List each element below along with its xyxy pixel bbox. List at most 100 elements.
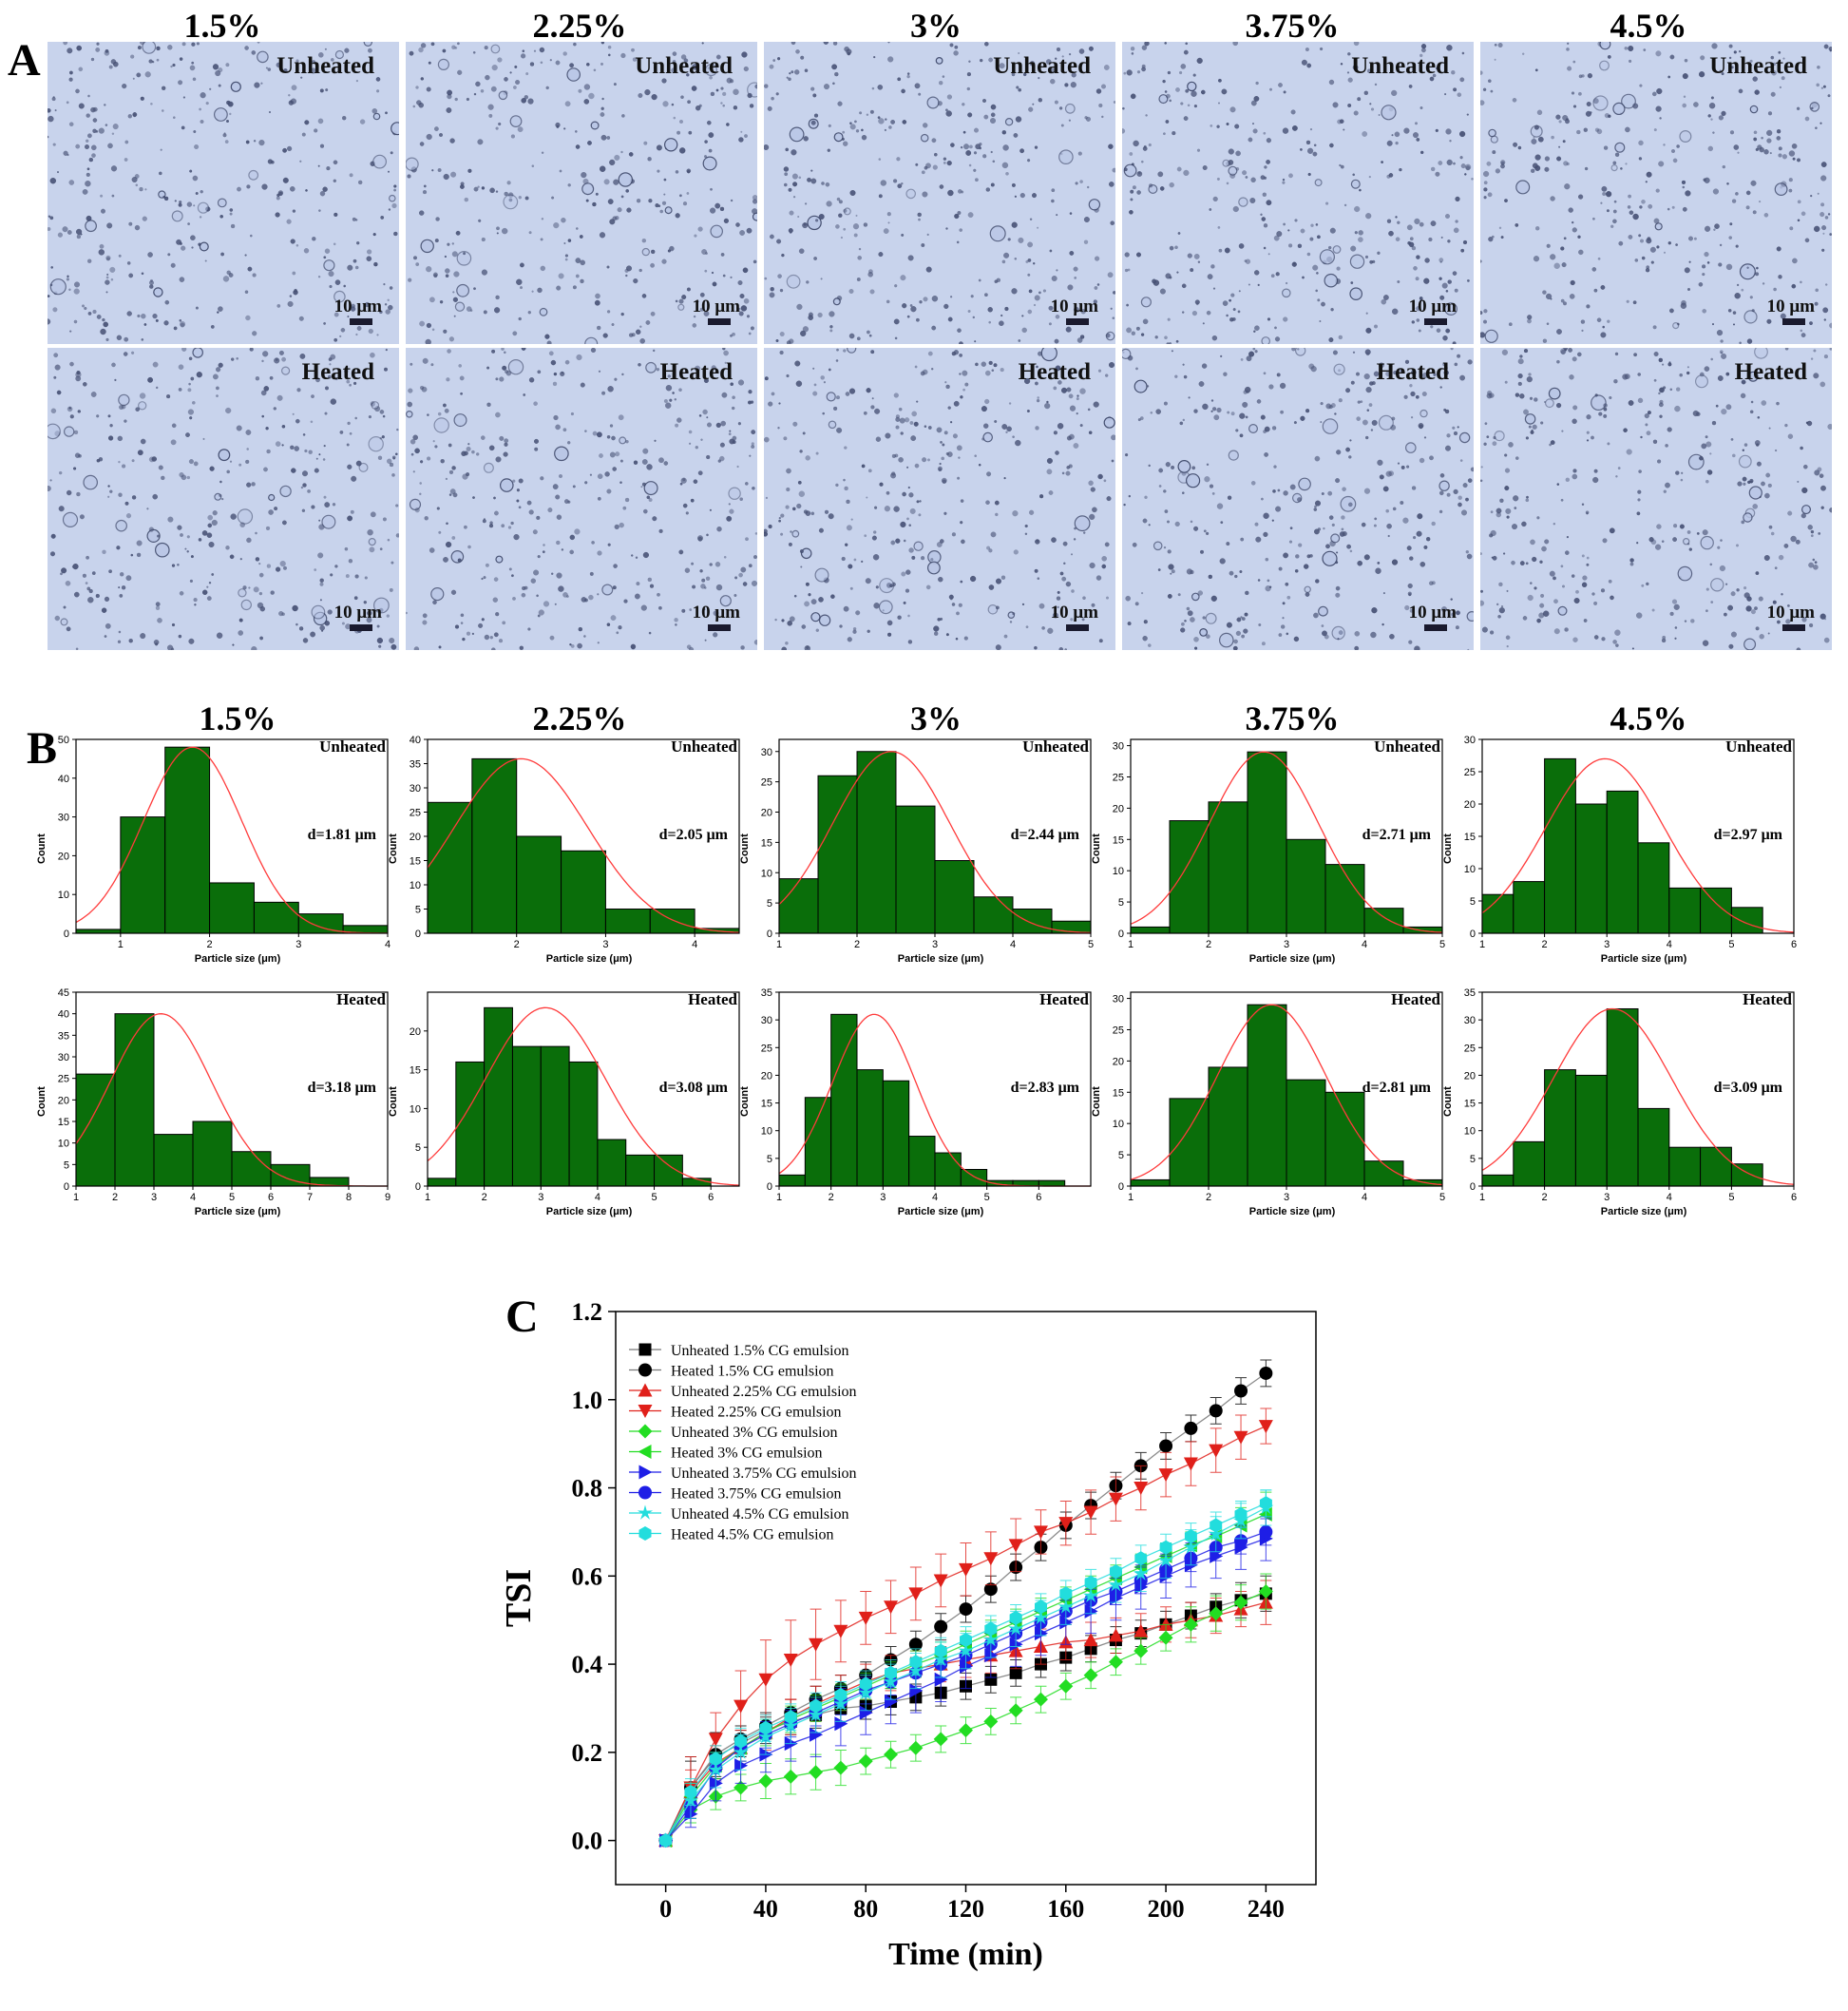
droplet bbox=[564, 359, 570, 365]
y-tick-label: 10 bbox=[1113, 866, 1124, 877]
x-tick-label: 2 bbox=[854, 939, 860, 950]
droplet bbox=[1506, 645, 1509, 648]
droplet bbox=[1362, 131, 1368, 137]
droplet bbox=[658, 528, 663, 533]
y-tick-label: 10 bbox=[58, 1139, 69, 1150]
droplet bbox=[844, 46, 849, 52]
droplet bbox=[86, 113, 90, 118]
histogram-bar bbox=[192, 1120, 233, 1187]
data-point bbox=[758, 1773, 773, 1789]
droplet bbox=[502, 621, 506, 625]
droplet bbox=[599, 232, 606, 239]
droplet bbox=[1667, 75, 1671, 79]
droplet bbox=[793, 594, 797, 598]
histogram-bar bbox=[856, 1069, 884, 1187]
droplet bbox=[1400, 368, 1404, 373]
droplet bbox=[1449, 139, 1452, 143]
histogram-bar bbox=[427, 1178, 457, 1187]
droplet bbox=[1309, 554, 1313, 558]
droplet bbox=[734, 576, 738, 580]
droplet bbox=[1572, 418, 1577, 425]
droplet bbox=[704, 155, 708, 159]
droplet bbox=[127, 114, 133, 119]
droplet bbox=[580, 382, 585, 388]
droplet bbox=[590, 121, 600, 130]
droplet bbox=[1482, 87, 1487, 91]
droplet bbox=[692, 64, 698, 70]
droplet bbox=[310, 631, 315, 638]
droplet bbox=[225, 63, 230, 67]
droplet bbox=[907, 486, 910, 489]
data-point bbox=[909, 1655, 923, 1670]
data-point bbox=[859, 1676, 872, 1692]
droplet bbox=[478, 219, 482, 222]
droplet bbox=[1300, 228, 1305, 234]
droplet bbox=[312, 60, 316, 65]
droplet bbox=[107, 485, 110, 488]
droplet bbox=[1809, 622, 1814, 628]
droplet bbox=[640, 486, 643, 488]
droplet bbox=[1455, 196, 1460, 202]
droplet bbox=[1282, 181, 1286, 184]
scale-bar-label: 10 μm bbox=[1766, 297, 1815, 316]
droplet bbox=[981, 99, 986, 104]
droplet bbox=[222, 276, 230, 282]
droplet bbox=[1820, 202, 1825, 207]
droplet bbox=[1480, 479, 1483, 483]
droplet bbox=[1347, 77, 1353, 83]
droplet bbox=[533, 401, 538, 407]
droplet bbox=[219, 480, 222, 484]
droplet bbox=[1293, 636, 1300, 642]
histogram-bar bbox=[75, 929, 122, 934]
histogram-bar bbox=[1247, 751, 1287, 934]
droplet bbox=[207, 514, 213, 521]
y-tick-label: 0 bbox=[767, 929, 772, 940]
droplet bbox=[1008, 402, 1012, 405]
y-tick-label: 20 bbox=[1113, 1056, 1124, 1067]
droplet bbox=[1131, 52, 1134, 55]
droplet bbox=[1073, 538, 1076, 541]
droplet bbox=[1272, 489, 1276, 493]
droplet bbox=[1037, 396, 1040, 399]
droplet bbox=[1675, 470, 1680, 475]
droplet bbox=[372, 233, 376, 237]
droplet bbox=[786, 487, 791, 492]
droplet bbox=[1182, 491, 1185, 494]
droplet bbox=[1531, 138, 1537, 144]
droplet bbox=[1629, 562, 1634, 566]
droplet bbox=[1494, 43, 1497, 47]
droplet bbox=[466, 631, 471, 636]
droplet bbox=[1016, 86, 1019, 89]
droplet bbox=[508, 567, 512, 571]
y-tick-label: 0.6 bbox=[572, 1562, 603, 1590]
droplet bbox=[1498, 226, 1502, 230]
data-point bbox=[1159, 1439, 1173, 1453]
droplet bbox=[937, 466, 943, 471]
droplet bbox=[1535, 226, 1540, 231]
droplet bbox=[1315, 579, 1320, 584]
droplet bbox=[92, 118, 98, 123]
droplet bbox=[1558, 145, 1561, 148]
droplet bbox=[879, 482, 884, 487]
droplet bbox=[609, 451, 616, 458]
droplet bbox=[1700, 55, 1705, 61]
droplet bbox=[1499, 498, 1504, 504]
droplet bbox=[1457, 92, 1462, 98]
droplet bbox=[61, 567, 67, 574]
legend-entry: Unheated 1.5% CG emulsion bbox=[671, 1343, 849, 1359]
data-point bbox=[983, 1714, 999, 1729]
droplet bbox=[1261, 642, 1266, 646]
droplet bbox=[385, 348, 388, 352]
droplet bbox=[1249, 197, 1256, 203]
droplet bbox=[802, 326, 810, 333]
droplet bbox=[1322, 418, 1339, 434]
droplet bbox=[1817, 65, 1820, 69]
droplet bbox=[191, 61, 195, 65]
droplet bbox=[75, 144, 81, 149]
droplet bbox=[667, 374, 671, 378]
droplet bbox=[1236, 617, 1242, 622]
droplet bbox=[1228, 165, 1238, 176]
droplet bbox=[317, 552, 324, 559]
droplet bbox=[1122, 128, 1126, 134]
data-point bbox=[809, 1638, 824, 1652]
